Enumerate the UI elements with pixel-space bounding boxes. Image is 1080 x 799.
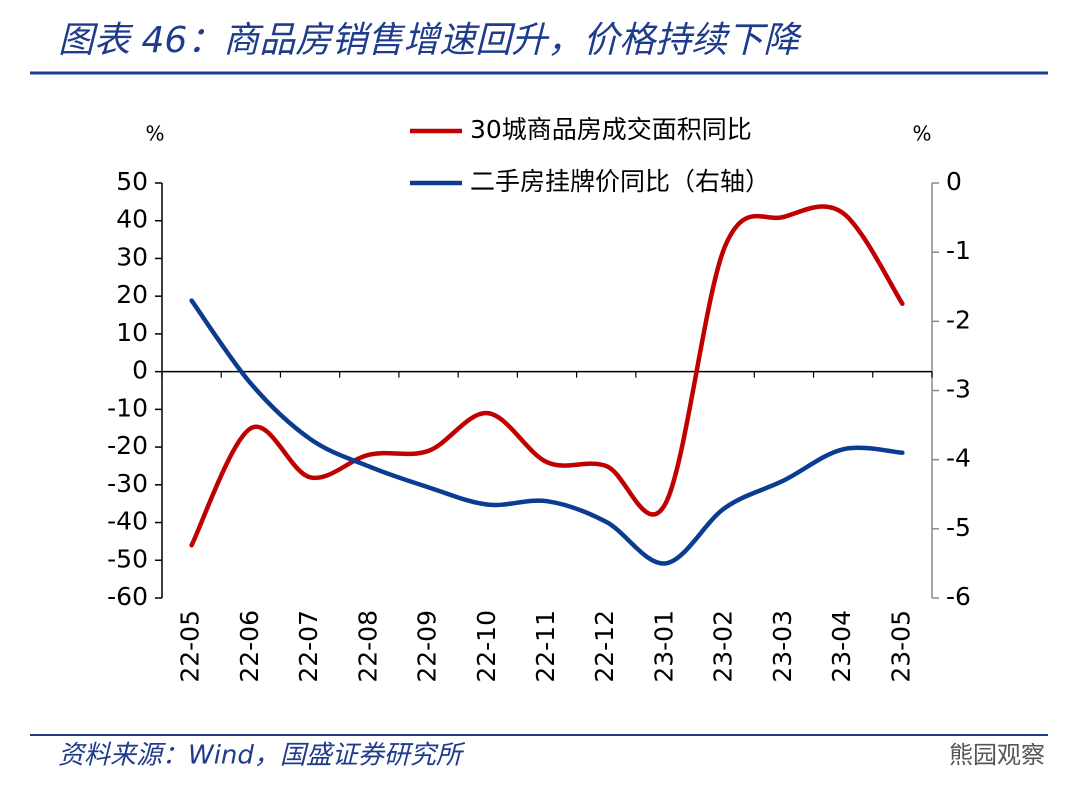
x-tick-label: 22-11 — [531, 610, 560, 683]
y-tick-label: 50 — [116, 167, 148, 196]
x-tick-label: 23-03 — [768, 610, 797, 683]
watermark: 熊园观察 — [949, 741, 1045, 769]
x-tick-label: 22-07 — [294, 610, 323, 683]
legend-label: 二手房挂牌价同比（右轴） — [470, 167, 770, 196]
y2-tick-label: -2 — [946, 305, 971, 334]
y-unit: % — [145, 122, 164, 146]
y2-tick-label: -4 — [946, 444, 971, 473]
x-tick-label: 23-02 — [709, 610, 738, 683]
y-tick-label: 20 — [116, 280, 148, 309]
y-tick-label: -20 — [107, 431, 148, 460]
x-tick-label: 23-01 — [649, 610, 678, 683]
y-tick-label: -30 — [107, 469, 148, 498]
x-tick-label: 23-05 — [886, 610, 915, 683]
x-tick-label: 22-05 — [176, 610, 205, 683]
y2-tick-label: -6 — [946, 582, 971, 611]
y-tick-label: -40 — [107, 507, 148, 536]
y2-tick-label: -3 — [946, 375, 971, 404]
x-tick-label: 23-04 — [827, 610, 856, 683]
series-line — [189, 298, 905, 566]
x-tick-label: 22-10 — [472, 610, 501, 683]
legend-label: 30城商品房成交面积同比 — [470, 115, 752, 144]
y-tick-label: -60 — [107, 582, 148, 611]
series-line — [189, 204, 905, 548]
y-tick-label: 30 — [116, 242, 148, 271]
y2-tick-label: -1 — [946, 236, 971, 265]
y-tick-label: 40 — [116, 205, 148, 234]
y-tick-label: -10 — [107, 393, 148, 422]
y2-tick-label: -5 — [946, 513, 971, 542]
x-tick-label: 22-06 — [235, 610, 264, 683]
x-tick-label: 22-09 — [413, 610, 442, 683]
y2-tick-label: 0 — [946, 167, 962, 196]
x-tick-label: 22-12 — [590, 610, 619, 683]
y-tick-label: -50 — [107, 544, 148, 573]
y-tick-label: 0 — [132, 356, 148, 385]
x-tick-label: 22-08 — [353, 610, 382, 683]
chart-title: 图表 46：商品房销售增速回升，价格持续下降 — [58, 20, 802, 61]
y2-unit: % — [912, 122, 931, 146]
y-tick-label: 10 — [116, 318, 148, 347]
source: 资料来源：Wind，国盛证券研究所 — [58, 741, 466, 771]
